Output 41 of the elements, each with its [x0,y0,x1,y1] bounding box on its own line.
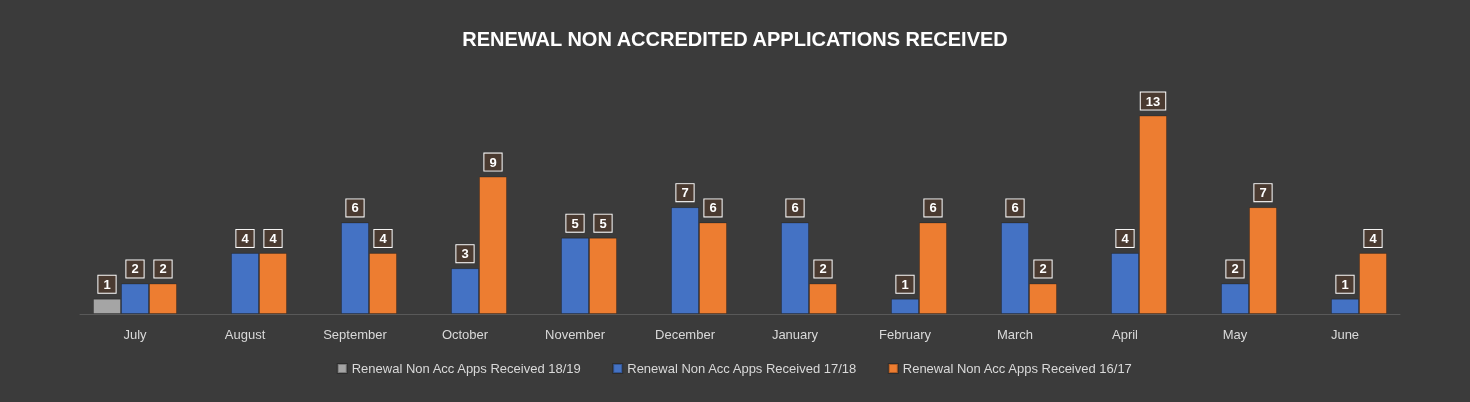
data-label: 7 [1259,185,1267,201]
data-label: 2 [159,261,167,277]
data-label: 4 [241,230,250,246]
x-tick-label: April [1111,327,1139,342]
data-label: 2 [1231,261,1239,277]
x-tick-label: September [323,327,388,342]
x-tick-label: November [545,327,606,342]
data-label: 1 [103,276,111,292]
data-label: 13 [1145,93,1161,109]
data-label: 4 [379,230,388,246]
data-label: 1 [901,276,909,292]
x-tick-label: March [996,327,1034,342]
data-label: 3 [461,246,469,262]
data-label: 7 [681,185,689,201]
legend-label: Renewal Non Acc Apps Received 18/19 [351,361,581,376]
chart-title: RENEWAL NON ACCREDITED APPLICATIONS RECEIVED [462,28,1008,50]
data-label: 4 [1121,230,1130,246]
data-label: 6 [1011,200,1019,216]
data-label: 6 [709,200,717,216]
data-label: 9 [489,154,497,170]
data-label: 1 [1341,276,1349,292]
data-label: 2 [819,261,827,277]
data-label: 4 [269,230,278,246]
x-tick-label: October [441,327,489,342]
data-label: 6 [791,200,799,216]
x-tick-label: July [123,327,148,342]
legend-label: Renewal Non Acc Apps Received 16/17 [902,361,1132,376]
x-tick-label: August [224,327,266,342]
data-label: 5 [599,215,607,231]
x-tick-label: January [771,327,819,342]
x-tick-label: December [655,327,716,342]
data-label: 2 [131,261,139,277]
data-label: 6 [929,200,937,216]
data-label: 5 [571,215,579,231]
x-tick-label: May [1222,327,1248,342]
x-tick-label: February [878,327,932,342]
data-label: 6 [351,200,359,216]
x-tick-label: June [1330,327,1360,342]
data-label: 2 [1039,261,1047,277]
data-label: 4 [1369,230,1378,246]
legend-label: Renewal Non Acc Apps Received 17/18 [627,361,857,376]
